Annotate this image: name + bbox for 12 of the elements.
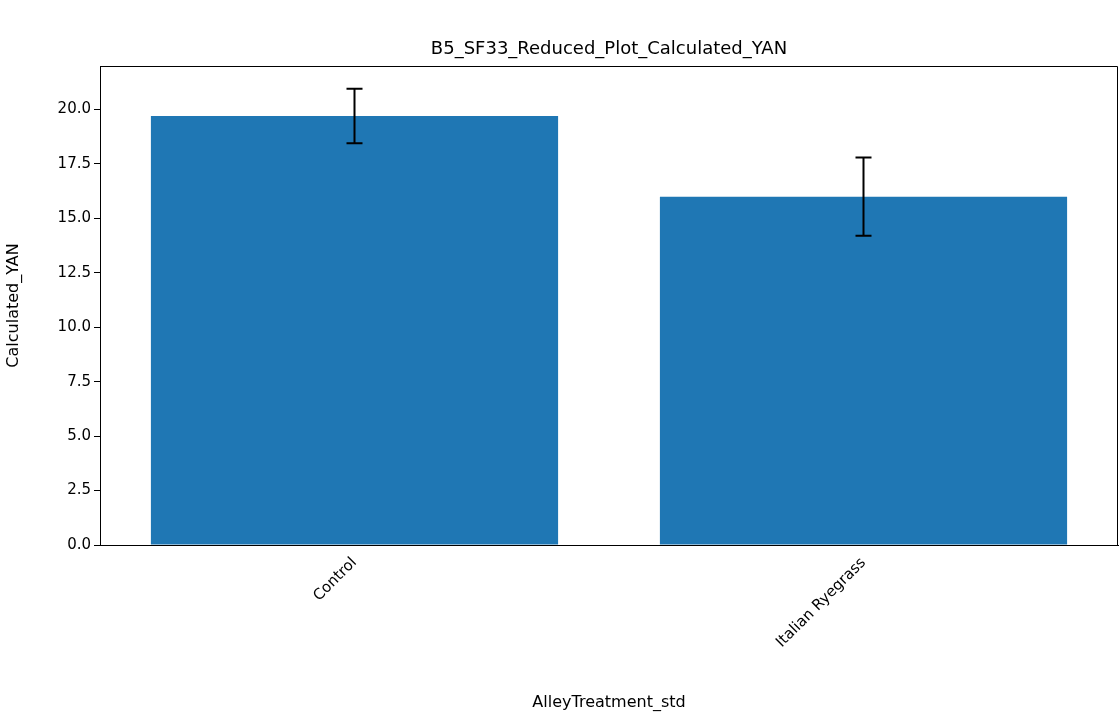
y-axis-title: Calculated_YAN — [2, 243, 23, 368]
x-axis-title: AlleyTreatment_std — [532, 691, 686, 712]
y-tick-label: 10.0 — [57, 317, 91, 336]
chart-title: B5_SF33_Reduced_Plot_Calculated_YAN — [430, 36, 788, 59]
y-tick-label: 20.0 — [57, 99, 91, 118]
y-tick-label: 0.0 — [67, 534, 91, 553]
y-tick-label: 5.0 — [67, 426, 91, 445]
y-tick-label: 12.5 — [57, 262, 91, 281]
y-tick-label: 2.5 — [67, 480, 91, 499]
y-tick-label: 17.5 — [57, 153, 91, 172]
y-tick-label: 7.5 — [67, 371, 91, 390]
y-tick-label: 15.0 — [57, 208, 91, 227]
